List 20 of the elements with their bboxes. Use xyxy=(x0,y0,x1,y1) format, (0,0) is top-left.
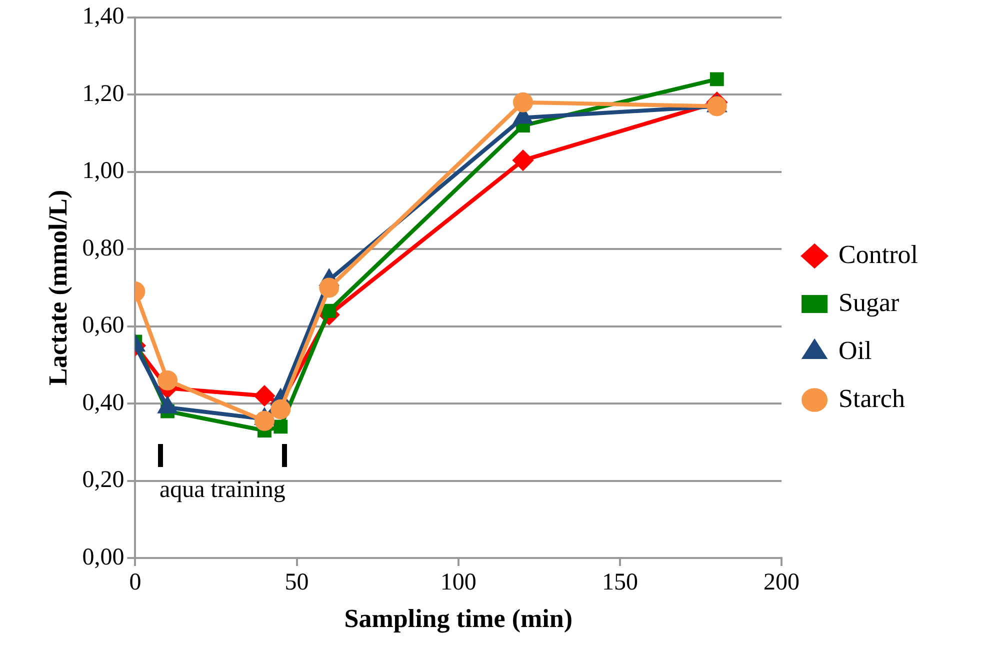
y-tick-label: 0,40 xyxy=(82,390,124,416)
legend-label: Starch xyxy=(838,384,905,413)
y-axis-title: Lactate (mmol/L) xyxy=(43,190,72,386)
y-tick-label: 1,20 xyxy=(82,80,124,107)
legend-label: Oil xyxy=(838,336,872,365)
x-axis-title: Sampling time (min) xyxy=(344,604,572,634)
x-tick-label: 100 xyxy=(440,570,476,596)
x-tick-label: 0 xyxy=(129,570,142,596)
y-tick-label: 0,60 xyxy=(82,312,124,339)
x-tick-label: 50 xyxy=(284,570,309,596)
y-tick-label: 0,80 xyxy=(82,235,124,262)
annotation: aqua training xyxy=(159,476,286,503)
legend-label: Control xyxy=(838,240,918,269)
legend-label: Sugar xyxy=(838,288,900,317)
y-tick-label: 1,00 xyxy=(82,158,124,184)
x-tick-label: 200 xyxy=(764,570,800,596)
x-tick-label: 150 xyxy=(602,570,638,596)
y-tick-label: 1,40 xyxy=(82,4,124,30)
y-tick-label: 0,20 xyxy=(82,467,124,494)
y-tick-label: 0,00 xyxy=(82,544,124,570)
